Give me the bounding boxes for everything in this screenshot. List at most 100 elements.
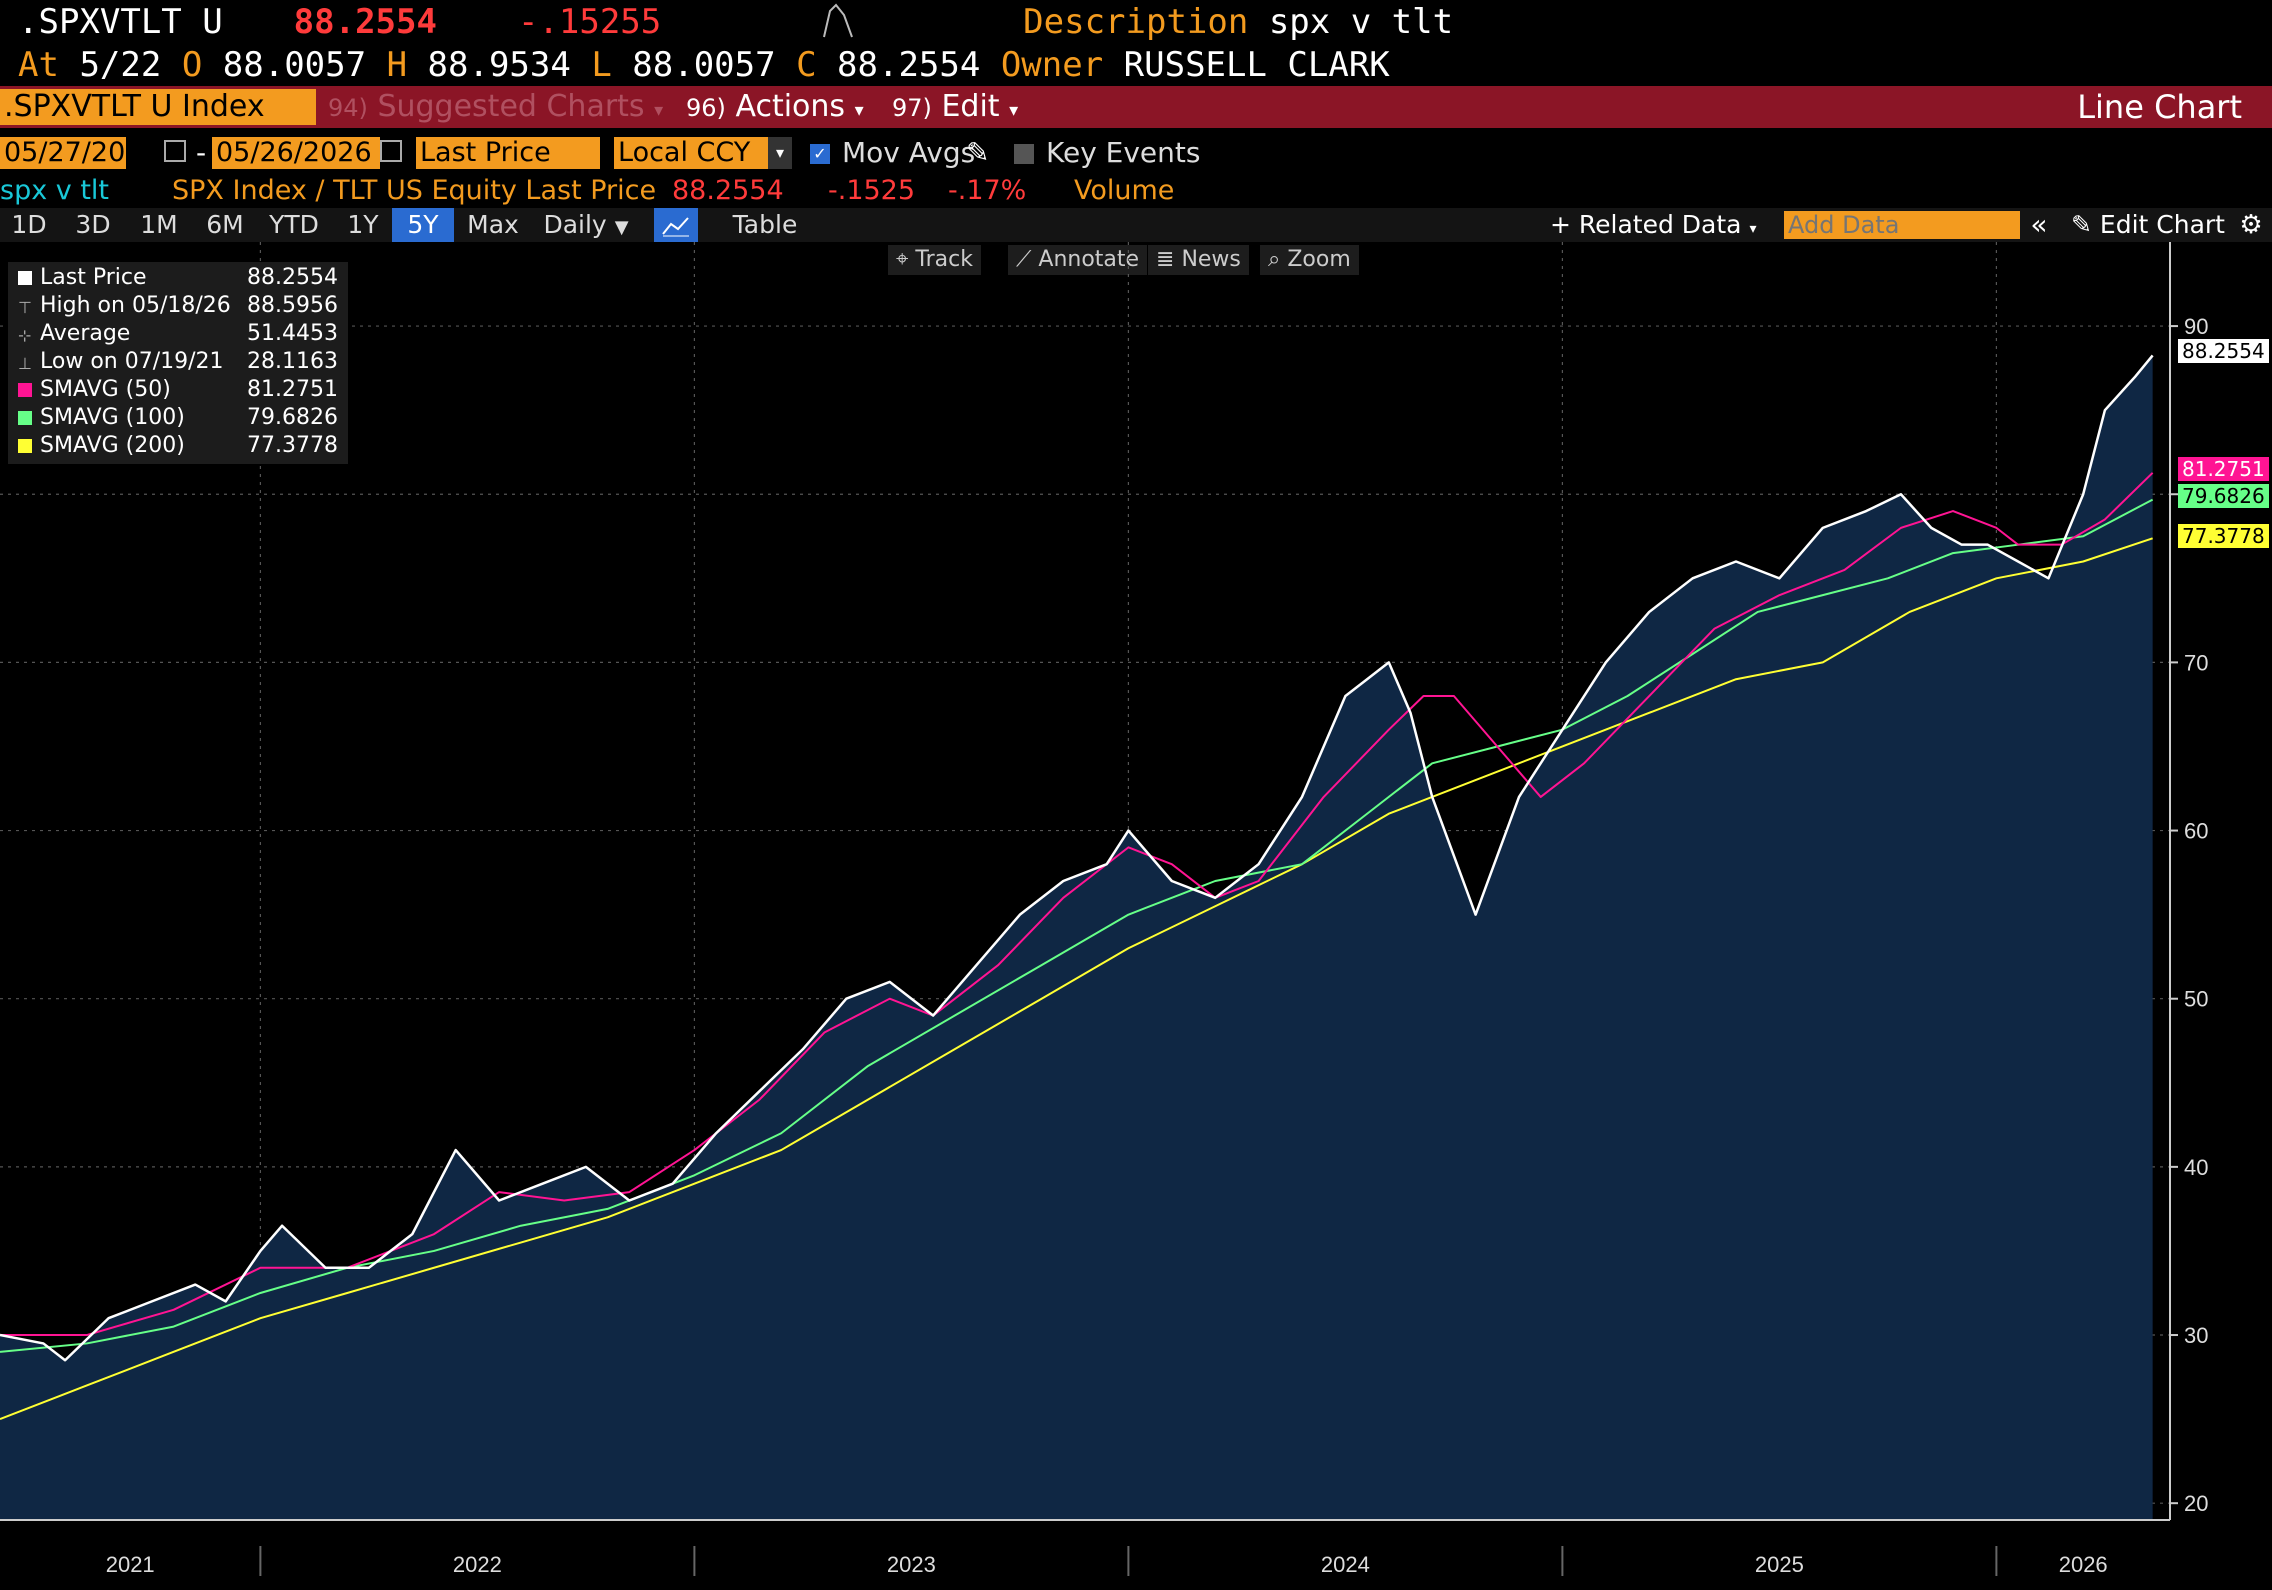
key-events-checkbox[interactable] — [1014, 144, 1034, 164]
at-label: At — [18, 45, 59, 85]
legend-value: 81.2751 — [247, 377, 338, 402]
legend-row-average: ⊹ Average 51.4453 — [18, 320, 348, 348]
legend-row-smavg-200: SMAVG (200) 77.3778 — [18, 432, 348, 460]
legend-swatch — [18, 411, 32, 425]
key-events-label: Key Events — [1046, 136, 1201, 169]
chart-type-label[interactable]: Line Chart — [2077, 88, 2242, 126]
open-value: 88.0057 — [222, 45, 367, 85]
sparkline-icon — [823, 3, 854, 38]
legend-value: 77.3778 — [247, 433, 338, 458]
legend-label: SMAVG (100) — [40, 405, 185, 430]
gear-icon[interactable]: ⚙ — [2239, 210, 2263, 240]
menu-bar: .SPXVTLT U Index 94) Suggested Charts ▾ … — [0, 86, 2272, 128]
annotate-label: Annotate — [1038, 247, 1140, 272]
suggested-charts-menu[interactable]: 94) Suggested Charts ▾ — [328, 86, 663, 128]
pencil-icon[interactable]: ✎ — [966, 136, 990, 169]
mov-avgs-checkbox[interactable]: ✓ — [810, 144, 830, 164]
line-chart-icon[interactable] — [654, 208, 698, 242]
y-tick-label: 20 — [2184, 1491, 2208, 1516]
chevron-down-icon: ▾ — [854, 100, 864, 121]
suggested-number: 94) — [328, 94, 368, 122]
edit-menu[interactable]: 97) Edit ▾ — [892, 86, 1018, 128]
legend-label: Last Price — [40, 265, 147, 290]
edit-chart-button[interactable]: ✎ Edit Chart — [2064, 208, 2232, 242]
legend-value: 51.4453 — [247, 321, 338, 346]
annotate-button[interactable]: ⟋ Annotate — [1008, 245, 1148, 275]
plus-icon: + — [1550, 210, 1571, 239]
calendar-icon[interactable] — [380, 140, 402, 162]
zoom-button[interactable]: ⌕ Zoom — [1260, 245, 1359, 275]
y-tick-label: 50 — [2184, 987, 2208, 1012]
chevron-down-icon: ▾ — [1749, 221, 1757, 237]
collapse-icon[interactable]: « — [2030, 208, 2048, 241]
track-button[interactable]: ⌖ Track — [888, 245, 981, 275]
x-tick-label: 2022 — [453, 1552, 502, 1577]
volume-label: Volume — [1074, 175, 1175, 206]
open-label: O — [181, 45, 203, 85]
price-chart[interactable]: 2030405060708090 20212022202320242025202… — [0, 242, 2272, 1590]
chevron-down-icon: ▾ — [1009, 100, 1019, 121]
price-tag-smavg-100: 79.6826 — [2178, 484, 2269, 508]
frequency-select[interactable]: Daily ▼ — [534, 208, 638, 242]
legend-label: High on 05/18/26 — [40, 293, 231, 318]
calendar-icon[interactable] — [164, 140, 186, 162]
controls-row: 05/27/2021 - 05/26/2026 Last Price Local… — [0, 132, 2272, 174]
actions-number: 96) — [686, 94, 726, 122]
tab-6m[interactable]: 6M — [206, 210, 244, 239]
add-data-input[interactable] — [1784, 211, 2020, 239]
end-date-field[interactable]: 05/26/2026 — [212, 137, 380, 169]
legend-row-low: ⊥ Low on 07/19/21 28.1163 — [18, 348, 348, 376]
y-tick-label: 40 — [2184, 1155, 2208, 1180]
start-date-field[interactable]: 05/27/2021 — [0, 137, 160, 169]
period-tabs-row: 1D 3D 1M 6M YTD 1Y 5Y Max Daily ▼ Table … — [0, 208, 2272, 242]
edit-chart-label: Edit Chart — [2099, 210, 2225, 239]
description-label: Description — [1023, 2, 1249, 42]
price-tag-smavg-200: 77.3778 — [2178, 524, 2269, 548]
high-label: H — [386, 45, 408, 85]
legend-value: 79.6826 — [247, 405, 338, 430]
y-tick-label: 70 — [2184, 650, 2208, 675]
legend-row-last-price: Last Price 88.2554 — [18, 264, 348, 292]
mov-avgs-label: Mov Avgs — [842, 136, 976, 169]
legend-label: Average — [40, 321, 131, 346]
news-button[interactable]: ≣ News — [1148, 245, 1249, 275]
high-marker-icon: ⊤ — [18, 298, 32, 317]
tab-5y[interactable]: 5Y — [392, 208, 454, 242]
tab-3d[interactable]: 3D — [75, 210, 111, 239]
security-field[interactable]: .SPXVTLT U Index — [0, 89, 316, 125]
legend-label: SMAVG (50) — [40, 377, 171, 402]
related-data-button[interactable]: + Related Data ▾ — [1550, 208, 1756, 242]
last-price: 88.2554 — [293, 2, 437, 42]
y-tick-label: 60 — [2184, 819, 2208, 844]
high-value: 88.9534 — [427, 45, 571, 85]
header-row-2: At 5/22 O 88.0057 H 88.9534 L 88.0057 C … — [18, 44, 1390, 86]
series-lines — [0, 354, 2154, 1421]
x-tick-label: 2025 — [1755, 1552, 1804, 1577]
news-icon: ≣ — [1156, 247, 1175, 272]
legend-value: 88.2554 — [247, 265, 338, 290]
tab-1d[interactable]: 1D — [11, 210, 47, 239]
description: spx v tlt — [1268, 2, 1454, 42]
x-tick-label: 2023 — [887, 1552, 936, 1577]
tab-1y[interactable]: 1Y — [347, 210, 379, 239]
legend-label: Low on 07/19/21 — [40, 349, 224, 374]
low-value: 88.0057 — [632, 45, 776, 85]
subtitle-change: -.1525 — [828, 175, 916, 206]
table-button[interactable]: Table — [732, 210, 798, 239]
currency-select[interactable]: Local CCY — [614, 137, 768, 169]
y-tick-label: 90 — [2184, 314, 2208, 339]
price-tag-last: 88.2554 — [2178, 339, 2269, 363]
tab-max[interactable]: Max — [467, 210, 519, 239]
chart-name: spx v tlt — [0, 175, 110, 206]
edit-number: 97) — [892, 94, 932, 122]
legend-row-smavg-50: SMAVG (50) 81.2751 — [18, 376, 348, 404]
actions-menu[interactable]: 96) Actions ▾ — [686, 86, 864, 128]
subtitle-pct: -.17% — [948, 175, 1027, 206]
average-marker-icon: ⊹ — [18, 326, 32, 345]
chevron-down-icon[interactable]: ▾ — [768, 137, 792, 169]
field-select[interactable]: Last Price — [416, 137, 600, 169]
low-label: L — [591, 45, 612, 85]
y-tick-label: 30 — [2184, 1323, 2208, 1348]
tab-1m[interactable]: 1M — [140, 210, 178, 239]
tab-ytd[interactable]: YTD — [269, 210, 319, 239]
